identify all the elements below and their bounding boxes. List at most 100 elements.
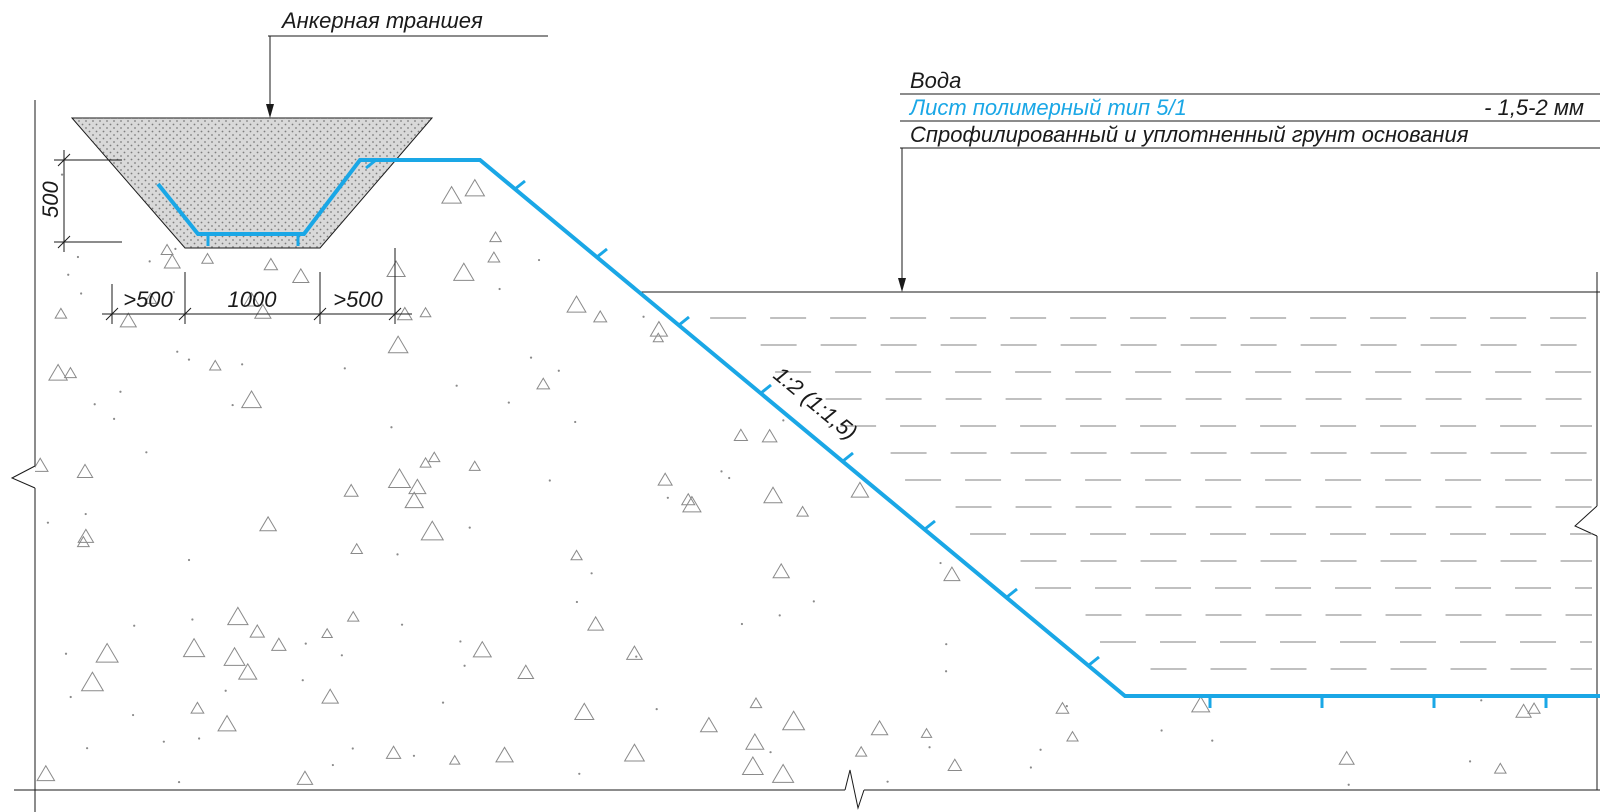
soil-dot <box>944 670 948 673</box>
soil-dot <box>655 708 658 711</box>
soil-dot <box>340 654 343 657</box>
soil-dot <box>1468 760 1472 763</box>
soil-triangle <box>427 451 441 463</box>
soil-dot <box>198 737 201 740</box>
soil-dot <box>468 526 471 529</box>
soil-dot <box>1160 729 1163 732</box>
soil-dot <box>778 614 781 617</box>
soil-dot <box>390 426 393 429</box>
trench-bottom-width-label: 1000 <box>228 287 278 312</box>
soil-dot <box>396 553 399 556</box>
soil-triangle <box>208 359 222 371</box>
soil-dot <box>86 747 89 750</box>
soil-triangle <box>487 251 501 263</box>
soil-dot <box>720 470 723 473</box>
soil-triangle <box>76 535 91 548</box>
layer-legend: Вода Лист полимерный тип 5/1 - 1,5-2 мм … <box>898 68 1600 292</box>
soil-dot <box>60 173 64 176</box>
water-label: Вода <box>910 68 961 93</box>
soil-triangle <box>387 467 412 489</box>
soil-triangle <box>652 332 665 343</box>
soil-triangle <box>237 662 258 680</box>
soil-triangle <box>947 758 963 772</box>
trench-depth-label: 500 <box>38 181 63 218</box>
soil-triangle <box>943 566 961 582</box>
soil-dot <box>939 561 942 565</box>
soil-triangle <box>452 262 475 281</box>
membrane-tick <box>760 383 772 395</box>
soil-dot <box>548 479 551 482</box>
slope-ratio-label: 1:2 (1:1,5) <box>769 362 862 445</box>
soil-dot <box>578 772 581 775</box>
soil-dot <box>575 600 579 604</box>
soil-triangle <box>404 491 425 509</box>
soil-triangle <box>733 428 749 441</box>
soil-triangle <box>63 366 78 379</box>
soil-dot <box>782 419 785 422</box>
soil-triangle <box>226 606 249 626</box>
soil-dot <box>507 401 510 404</box>
soil-triangle <box>464 178 486 197</box>
soil-dot <box>76 255 80 259</box>
soil-triangle <box>468 460 481 471</box>
soil-dot <box>174 247 177 250</box>
soil-triangle <box>95 642 119 663</box>
soil-triangle <box>682 495 702 513</box>
soil-dot <box>93 403 96 406</box>
soil-triangle <box>680 492 696 506</box>
soil-triangle <box>566 295 587 313</box>
soil-triangle <box>408 478 427 495</box>
soil-dot <box>176 350 179 353</box>
soil-triangle <box>699 716 719 733</box>
soil-dot <box>343 367 346 370</box>
soil-triangle <box>854 745 868 757</box>
soil-triangle <box>763 486 783 504</box>
soil-triangle <box>623 743 646 762</box>
sheet-thickness-label: - 1,5-2 мм <box>1484 95 1584 120</box>
soil-triangle <box>781 710 806 731</box>
soil-triangle <box>36 764 56 782</box>
soil-triangle <box>240 389 263 409</box>
soil-dot <box>412 754 416 757</box>
soil-dot <box>945 643 948 646</box>
soil-dot <box>557 369 560 372</box>
soil-triangle <box>586 615 605 631</box>
soil-triangle <box>321 627 334 638</box>
soil-triangle <box>217 714 237 732</box>
soil-triangle <box>741 756 765 776</box>
soil-triangle <box>80 671 105 692</box>
soil-boundary <box>10 100 1600 812</box>
soil-triangle <box>850 481 870 498</box>
soil-dot <box>455 384 458 387</box>
soil-triangle <box>440 185 463 204</box>
soil-dot <box>459 640 462 643</box>
soil-triangle <box>448 754 461 765</box>
soil-dot <box>928 746 931 749</box>
soil-dot <box>400 623 404 626</box>
soil-dot <box>1211 739 1214 742</box>
soil-dot <box>131 713 135 717</box>
soil-triangle <box>350 542 364 555</box>
soil-triangle <box>35 457 49 472</box>
soil-dot <box>112 417 116 421</box>
soil-triangle <box>54 307 68 319</box>
soil-dot <box>740 622 744 626</box>
membrane-tick <box>842 451 854 463</box>
soil-triangle <box>242 291 261 307</box>
soil-dot <box>145 451 148 454</box>
soil-triangle <box>1493 762 1507 774</box>
soil-dot <box>590 572 593 575</box>
soil-dot <box>187 558 191 562</box>
soil-triangle <box>870 719 889 736</box>
anchor-trench-leader: Анкерная траншея <box>266 8 548 118</box>
soil-triangle <box>1515 703 1533 718</box>
soil-dot <box>148 260 151 263</box>
soil-triangle <box>649 320 669 337</box>
soil-dot <box>574 420 577 424</box>
soil-triangle <box>321 688 340 704</box>
soil-triangle <box>143 292 158 304</box>
soil-triangle <box>920 727 933 738</box>
soil-dot <box>331 763 334 767</box>
soil-triangle <box>796 505 810 517</box>
